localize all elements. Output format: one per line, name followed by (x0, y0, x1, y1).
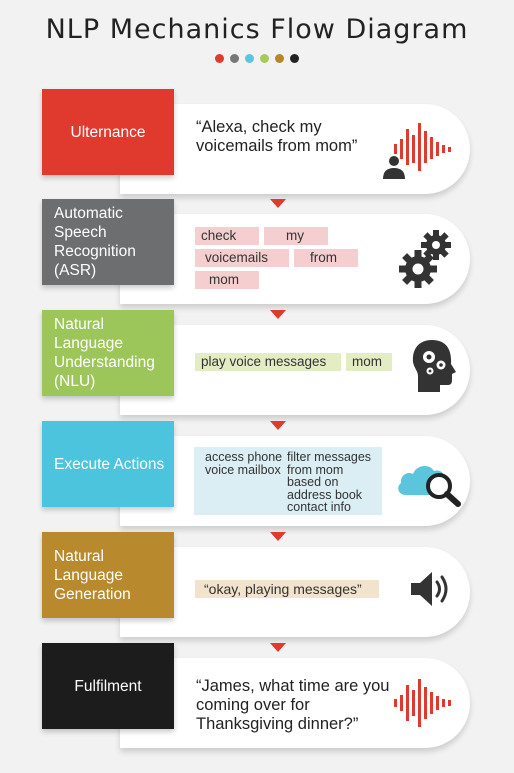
flow-arrow (270, 643, 286, 652)
sound-wave-icon (394, 679, 451, 727)
token-tag: check (195, 227, 259, 245)
token-tag: voicemails (195, 249, 289, 267)
step-label-execute: Execute Actions (42, 421, 174, 507)
step-label-nlu: Natural Language Understanding (NLU) (42, 310, 174, 396)
flow-arrow (270, 310, 286, 319)
response-tag: “okay, playing messages” (195, 580, 379, 598)
intent-tag: play voice messages (195, 353, 341, 371)
token-tag: mom (195, 271, 259, 289)
dot (275, 54, 284, 63)
step-label-utterance: Ulternance (42, 89, 174, 175)
action-box (194, 447, 382, 515)
flow-arrow (270, 532, 286, 541)
cloud-search-icon (398, 465, 461, 507)
head-gears-icon (412, 340, 456, 392)
dot (290, 54, 299, 63)
flow-arrow (270, 421, 286, 430)
color-dots (0, 54, 514, 63)
action-text-filter: filter messages from mom based on addres… (287, 450, 372, 514)
dot (215, 54, 224, 63)
step-label-asr: Automatic Speech Recognition (ASR) (42, 199, 174, 285)
flow-arrow (270, 199, 286, 208)
dot (260, 54, 269, 63)
dot (230, 54, 239, 63)
gears-icon (399, 230, 451, 288)
step-card-fulfilment (120, 658, 470, 748)
action-text-access: access phone voice mailbox (205, 450, 283, 477)
entity-tag: mom (346, 353, 392, 371)
step-label-fulfilment: Fulfilment (42, 643, 174, 729)
page-title: NLP Mechanics Flow Diagram (45, 14, 469, 45)
fulfilment-quote: “James, what time are you coming over fo… (196, 677, 390, 733)
speaker-icon (411, 572, 448, 606)
sound-wave-person-icon (383, 123, 451, 179)
token-tag: my (264, 227, 328, 245)
token-tag: from (294, 249, 358, 267)
utterance-quote: “Alexa, check my voicemails from mom” (196, 118, 358, 155)
step-card-utterance (120, 104, 470, 194)
dot (245, 54, 254, 63)
step-label-nlg: Natural Language Generation (42, 532, 174, 618)
